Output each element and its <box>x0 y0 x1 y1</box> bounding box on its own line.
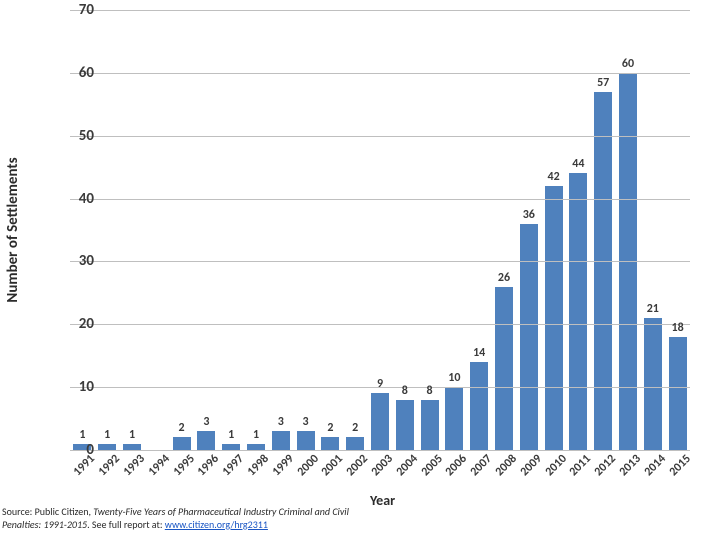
bar <box>520 224 538 450</box>
y-tick-label: 40 <box>58 190 94 208</box>
bar-value-label: 3 <box>192 415 220 429</box>
bar-value-label: 3 <box>292 415 320 429</box>
source-prefix: Source: Public Citizen, <box>2 505 93 518</box>
y-tick-label: 60 <box>58 64 94 82</box>
bar-value-label: 1 <box>93 428 121 442</box>
bar <box>421 400 439 450</box>
bar <box>669 337 687 450</box>
bar <box>371 393 389 450</box>
source-link[interactable]: www.citizen.org/hrg2311 <box>165 518 268 531</box>
bar-value-label: 1 <box>118 428 146 442</box>
bar-value-label: 9 <box>366 377 394 391</box>
y-tick-label: 50 <box>58 127 94 145</box>
grid-line <box>70 73 690 74</box>
bar-value-label: 3 <box>267 415 295 429</box>
bar <box>594 92 612 450</box>
source-citation: Source: Public Citizen, Twenty-Five Year… <box>2 506 382 531</box>
bar-value-label: 1 <box>68 428 96 442</box>
bar <box>644 318 662 450</box>
grid-line <box>70 199 690 200</box>
bar <box>173 437 191 450</box>
bar <box>396 400 414 450</box>
bar <box>297 431 315 450</box>
grid-line <box>70 450 690 451</box>
y-tick-label: 30 <box>58 252 94 270</box>
bar <box>445 387 463 450</box>
bar <box>569 173 587 450</box>
bar-value-label: 42 <box>540 170 568 184</box>
bar-value-label: 14 <box>465 346 493 360</box>
grid-line <box>70 136 690 137</box>
y-tick-label: 70 <box>58 1 94 19</box>
bar-value-label: 60 <box>614 57 642 71</box>
y-axis-title: Number of Settlements <box>4 157 22 302</box>
bar <box>197 431 215 450</box>
bar-value-label: 2 <box>316 421 344 435</box>
bar-value-label: 36 <box>515 208 543 222</box>
bar <box>321 437 339 450</box>
grid-line <box>70 10 690 11</box>
bar-value-label: 10 <box>440 371 468 385</box>
y-tick-label: 20 <box>58 315 94 333</box>
bar <box>495 287 513 450</box>
bar <box>470 362 488 450</box>
bar <box>346 437 364 450</box>
bar-value-label: 8 <box>391 384 419 398</box>
bar-value-label: 57 <box>589 76 617 90</box>
chart-container: Number of Settlements 010203040506070 19… <box>0 0 720 540</box>
bar-value-label: 2 <box>168 421 196 435</box>
bar-value-label: 18 <box>664 321 692 335</box>
bar-value-label: 44 <box>564 157 592 171</box>
bar <box>545 186 563 450</box>
bar-value-label: 1 <box>217 428 245 442</box>
bar-value-label: 26 <box>490 271 518 285</box>
bar-value-label: 8 <box>416 384 444 398</box>
y-tick-label: 10 <box>58 378 94 396</box>
grid-line <box>70 261 690 262</box>
bar <box>272 431 290 450</box>
source-mid: . See full report at: <box>87 518 165 531</box>
bar-value-label: 2 <box>341 421 369 435</box>
bar-value-label: 1 <box>242 428 270 442</box>
grid-line <box>70 324 690 325</box>
bar-value-label: 21 <box>639 302 667 316</box>
